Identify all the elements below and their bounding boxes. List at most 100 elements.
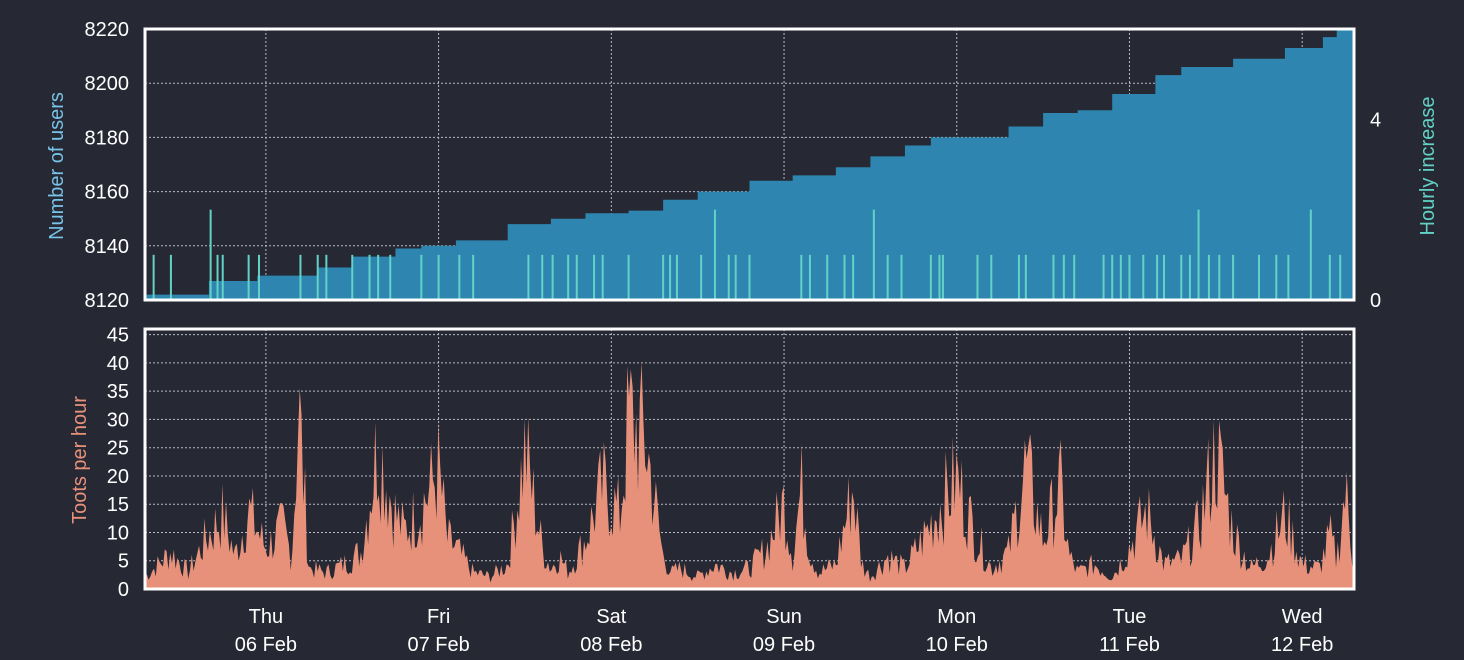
y-tick-label: 8160 [85,182,130,204]
hourly-increase-bar [900,254,903,300]
hourly-increase-bar [826,254,829,300]
y-tick-label: 40 [107,353,129,375]
users-y-axis-label: Number of users [46,92,68,240]
hourly-increase-bar [1102,254,1105,300]
hourly-increase-bar [221,254,224,300]
toots-panel-frame [143,327,1356,591]
x-tick-date: 08 Feb [580,634,642,656]
hourly-increase-bar [843,254,846,300]
hourly-increase-bar [216,254,219,300]
hourly-increase-bar [247,254,250,300]
x-tick-date: 09 Feb [753,634,815,656]
hourly-increase-bar [1119,254,1122,300]
hourly-increase-bar [152,254,155,300]
hourly-increase-bar [1188,254,1191,300]
hourly-increase-bar [941,254,944,300]
hourly-increase-bar [377,254,380,300]
hourly-increase-bar [976,254,979,300]
hourly-increase-bar [1156,254,1159,300]
users-area-path [145,29,1354,300]
hourly-increase-bar [472,254,475,300]
x-tick-day: Tue [1113,606,1147,628]
hourly-increase-bar [700,254,703,300]
hourly-increase-bar [1052,254,1055,300]
hourly-increase-bar [1111,254,1114,300]
hourly-increase-bar [872,209,875,300]
y-tick-label: 30 [107,409,129,431]
hourly-increase-bar [1287,254,1290,300]
hourly-increase-bar [808,254,811,300]
hourly-increase-bar [1207,254,1210,300]
hourly-increase-bar [1142,254,1145,300]
hourly-increase-bar [938,254,941,300]
hourly-increase-bar [1128,254,1131,300]
x-tick-date: 11 Feb [1099,634,1160,656]
hourly-increase-bar [437,254,440,300]
hourly-increase-bar [627,254,630,300]
toots-y-ticks: 0 5 10 15 20 25 30 35 40 45 [107,325,129,601]
y-tick-label: 20 [107,466,129,488]
hourly-increase-bar [662,254,665,300]
x-tick-day: Wed [1282,606,1323,628]
hourly-increase-bar [567,254,570,300]
hourly-y2-axis-label: Hourly increase [1417,97,1439,236]
hourly-increase-bar [527,254,530,300]
y-tick-label: 10 [107,522,129,544]
hourly-increase-bar [368,254,371,300]
hourly-increase-bar [1309,209,1312,300]
hourly-increase-bar [1017,254,1020,300]
hourly-increase-bar [713,209,716,300]
hourly-increase-bar [593,254,596,300]
hourly-increase-bar [1163,254,1166,300]
hourly-increase-bar [169,254,172,300]
toots-panel: 0 5 10 15 20 25 30 35 40 45 Thu 06 Feb Fri 07 Feb Sat… [69,325,1356,656]
y-tick-label: 8120 [85,290,130,312]
y-tick-label: 8200 [85,73,130,95]
hourly-increase-bar [1073,254,1076,300]
toots-y-axis-label: Toots per hour [69,396,91,524]
hourly-increase-bar [1328,254,1331,300]
users-y-ticks: 8120 8140 8160 8180 8200 8220 [85,19,130,312]
hourly-y2-ticks: 04 [1370,109,1381,312]
hourly-increase-bar [389,254,392,300]
y-tick-label: 25 [107,438,129,460]
x-tick-day: Mon [937,606,976,628]
y2-tick-label: 0 [1370,290,1381,312]
x-tick-date: 06 Feb [235,634,297,656]
hourly-increase-bar [1218,254,1221,300]
toots-area [145,361,1354,589]
y2-tick-label: 4 [1370,109,1381,131]
hourly-increase-bar [351,254,354,300]
hourly-increase-bar [852,254,855,300]
hourly-increase-bar [541,254,544,300]
hourly-increase-bar [551,254,554,300]
hourly-increase-bar [299,254,302,300]
x-tick-labels: Thu 06 Feb Fri 07 Feb Sat 08 Feb Sun 09 Feb Mon 1… [235,606,1334,656]
hourly-increase-bar [727,254,730,300]
hourly-increase-bar [1275,254,1278,300]
x-tick-date: 07 Feb [407,634,469,656]
hourly-increase-bar [748,254,751,300]
hourly-increase-bar [929,254,932,300]
users-panel-frame [143,27,1356,302]
toots-grid [145,329,1354,589]
y-tick-label: 8220 [85,19,130,41]
hourly-increase-bar [1258,254,1261,300]
hourly-increase-bar [575,254,578,300]
hourly-increase-bar [209,209,212,300]
hourly-increase-bar [420,254,423,300]
y-tick-label: 15 [107,494,129,516]
hourly-increase-bar [675,254,678,300]
hourly-increase-bar [669,254,672,300]
x-tick-day: Sat [596,606,626,628]
hourly-increase-bar [1062,254,1065,300]
y-tick-label: 5 [118,551,129,573]
toots-area-path [145,361,1354,589]
x-tick-date: 12 Feb [1271,634,1333,656]
hourly-increase-bar [1339,254,1342,300]
hourly-increase-bar [316,254,319,300]
hourly-increase-bar [734,254,737,300]
y-tick-label: 45 [107,325,129,347]
y-tick-label: 8180 [85,127,130,149]
